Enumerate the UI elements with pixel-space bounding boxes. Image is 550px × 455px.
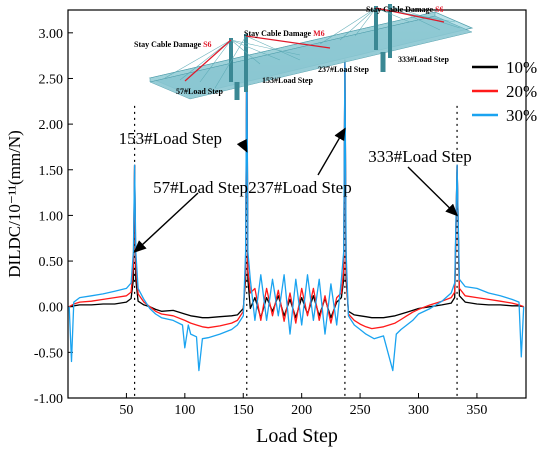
inset-label-step-57: 57#Load Step bbox=[176, 87, 223, 96]
series-line-10pct bbox=[69, 41, 524, 319]
annotation-arrow bbox=[236, 138, 248, 153]
legend-label: 20% bbox=[506, 82, 537, 101]
bridge-inset: Stay Cable Damage S6 Stay Cable Damage S… bbox=[134, 4, 474, 100]
y-tick-label: 2.00 bbox=[39, 118, 64, 133]
series-line-30pct bbox=[68, 45, 525, 372]
annotation-label: 153#Load Step bbox=[119, 129, 222, 148]
series-lines bbox=[68, 41, 525, 372]
plot-frame bbox=[67, 9, 527, 399]
x-tick-label: 150 bbox=[233, 403, 254, 418]
x-tick-label: 350 bbox=[466, 403, 487, 418]
inset-label-step-153: 153#Load Step bbox=[262, 76, 313, 85]
annotation-arrow bbox=[317, 127, 346, 176]
y-axis-label: DILDC/10⁻¹¹(mm/N) bbox=[5, 130, 24, 278]
inset-label-s6-right: Stay Cable Damage S6 bbox=[366, 5, 444, 14]
y-tick-label: 0.50 bbox=[39, 255, 64, 270]
annotations: 57#Load Step 153#Load Step 237#Load Step 33… bbox=[119, 127, 472, 253]
x-axis-ticks: 50 100 150 200 250 300 350 bbox=[119, 393, 487, 418]
annotation-label: 57#Load Step bbox=[153, 178, 248, 197]
x-tick-label: 100 bbox=[174, 403, 195, 418]
plot-area: 50 100 150 200 250 300 350 -1.00 -0.50 0.00 0.50 1… bbox=[34, 9, 527, 418]
x-axis-label: Load Step bbox=[256, 425, 338, 447]
annotation-label: 333#Load Step bbox=[368, 147, 471, 166]
legend-label: 10% bbox=[506, 58, 537, 77]
legend: 10% 20% 30% bbox=[472, 58, 537, 125]
x-tick-label: 200 bbox=[291, 403, 312, 418]
y-tick-label: 1.00 bbox=[39, 209, 64, 224]
x-tick-label: 300 bbox=[408, 403, 429, 418]
y-tick-label: 1.50 bbox=[39, 164, 64, 179]
x-tick-label: 250 bbox=[350, 403, 371, 418]
legend-label: 30% bbox=[506, 106, 537, 125]
y-tick-label: 0.00 bbox=[39, 301, 64, 316]
y-tick-label: -1.00 bbox=[34, 392, 63, 407]
inset-label-step-237: 237#Load Step bbox=[318, 65, 369, 74]
y-tick-label: -0.50 bbox=[34, 346, 63, 361]
y-tick-label: 3.00 bbox=[39, 27, 64, 42]
annotation-arrow bbox=[133, 192, 199, 253]
y-axis-ticks: -1.00 -0.50 0.00 0.50 1.00 1.50 2.00 2.50 3.00 bbox=[34, 27, 73, 407]
annotation-label: 237#Load Step bbox=[248, 178, 351, 197]
inset-label-m6: Stay Cable Damage M6 bbox=[244, 29, 325, 38]
inset-label-step-333: 333#Load Step bbox=[398, 55, 449, 64]
annotation-arrow bbox=[407, 166, 459, 217]
y-tick-label: 2.50 bbox=[39, 72, 64, 87]
series-line-20pct bbox=[68, 41, 524, 330]
x-tick-label: 50 bbox=[119, 403, 133, 418]
bridge-drawing bbox=[148, 4, 474, 100]
inset-label-s6-left: Stay Cable Damage S6 bbox=[134, 40, 212, 49]
